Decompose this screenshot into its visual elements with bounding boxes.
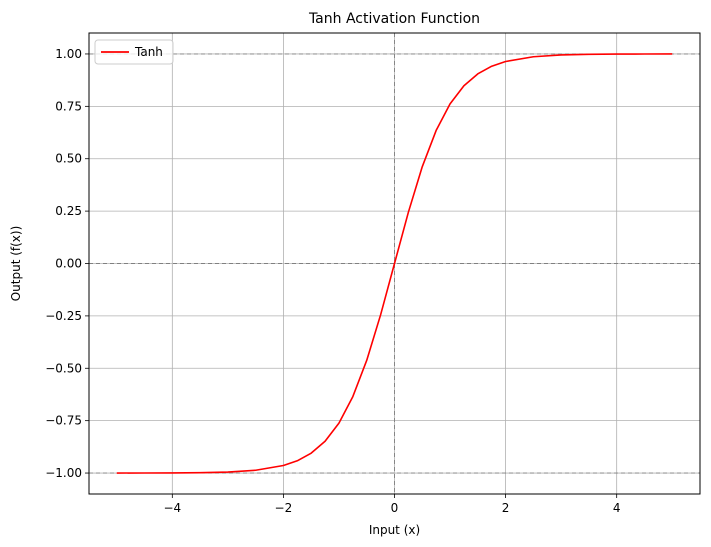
x-tick-label: 4: [613, 501, 621, 515]
legend-box: [94, 39, 174, 65]
y-tick-label: 0.75: [55, 99, 82, 113]
x-tick-label: 0: [391, 501, 399, 515]
chart-title: Tanh Activation Function: [308, 11, 480, 27]
y-tick-label: 0.50: [55, 152, 82, 166]
x-tick-label: −2: [275, 501, 293, 515]
y-axis-title: Output (f(x)): [9, 226, 23, 302]
y-tick-label: −1.00: [45, 466, 82, 480]
y-tick-label: −0.25: [45, 309, 82, 323]
series-layer: [116, 53, 673, 474]
legend: Tanh: [94, 39, 174, 65]
legend-label-tanh: Tanh: [134, 45, 163, 59]
x-axis-title: Input (x): [369, 523, 420, 537]
series-line-tanh: [116, 53, 673, 474]
axis-ticks: −4 −2 0 2 4 −1.00 −0.75 −0.50 −0.25 0.00 0.25 0.50 0…: [45, 47, 620, 515]
y-tick-label: 0.25: [55, 204, 82, 218]
x-tick-label: 2: [502, 501, 510, 515]
y-tick-label: 1.00: [55, 47, 82, 61]
y-tick-label: 0.00: [55, 257, 82, 271]
x-tick-label: −4: [163, 501, 181, 515]
y-tick-label: −0.75: [45, 414, 82, 428]
y-tick-label: −0.50: [45, 361, 82, 375]
